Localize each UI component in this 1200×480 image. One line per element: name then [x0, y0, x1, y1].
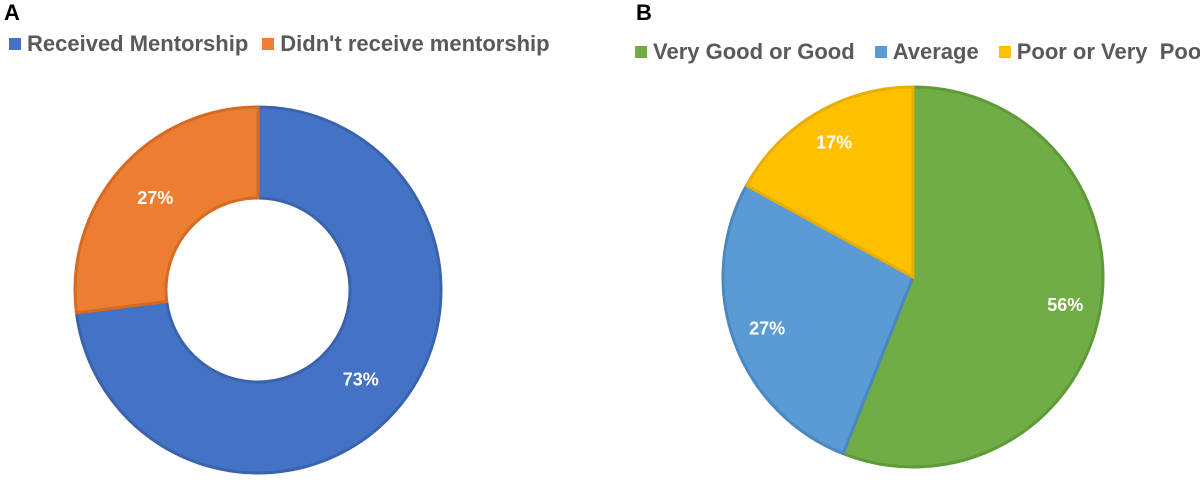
legend-label: Average	[892, 39, 979, 64]
panel-label-b: B	[636, 0, 652, 25]
pie-slice-very-good-or-good	[841, 85, 1105, 469]
data-label: 27%	[137, 188, 173, 208]
legend-swatch	[635, 46, 647, 58]
data-label: 56%	[1047, 295, 1083, 315]
panel-label-a: A	[4, 0, 20, 25]
legend-item-not-received: Didn't receive mentorship	[262, 31, 550, 57]
legend-item-poor: Poor or Very Poor	[998, 39, 1200, 65]
legend-swatch	[874, 46, 887, 58]
legend-label: Received Mentorship	[27, 31, 249, 56]
data-label: 73%	[343, 369, 379, 389]
legend-item-average: Average	[874, 39, 979, 65]
legend-label: Very Good or Good	[653, 39, 855, 64]
legend-a: Received Mentorship Didn't receive mento…	[9, 31, 564, 57]
data-label: 17%	[816, 132, 852, 152]
legend-swatch	[262, 38, 275, 50]
donut-slice-received-mentorship	[74, 105, 443, 475]
pie-slice-poor-or-very-poor	[744, 85, 915, 280]
legend-item-good: Very Good or Good	[635, 39, 855, 65]
legend-swatch	[998, 46, 1011, 58]
data-label: 27%	[749, 318, 785, 338]
legend-label: Didn't receive mentorship	[280, 31, 550, 56]
legend-item-received: Received Mentorship	[9, 31, 248, 57]
legend-label: Poor or Very Poor	[1016, 39, 1200, 64]
donut-slice-didn-t-receive-mentorship	[73, 105, 260, 315]
legend-swatch	[9, 38, 21, 50]
legend-b: Very Good or Good Average Poor or Very P…	[635, 39, 1200, 65]
